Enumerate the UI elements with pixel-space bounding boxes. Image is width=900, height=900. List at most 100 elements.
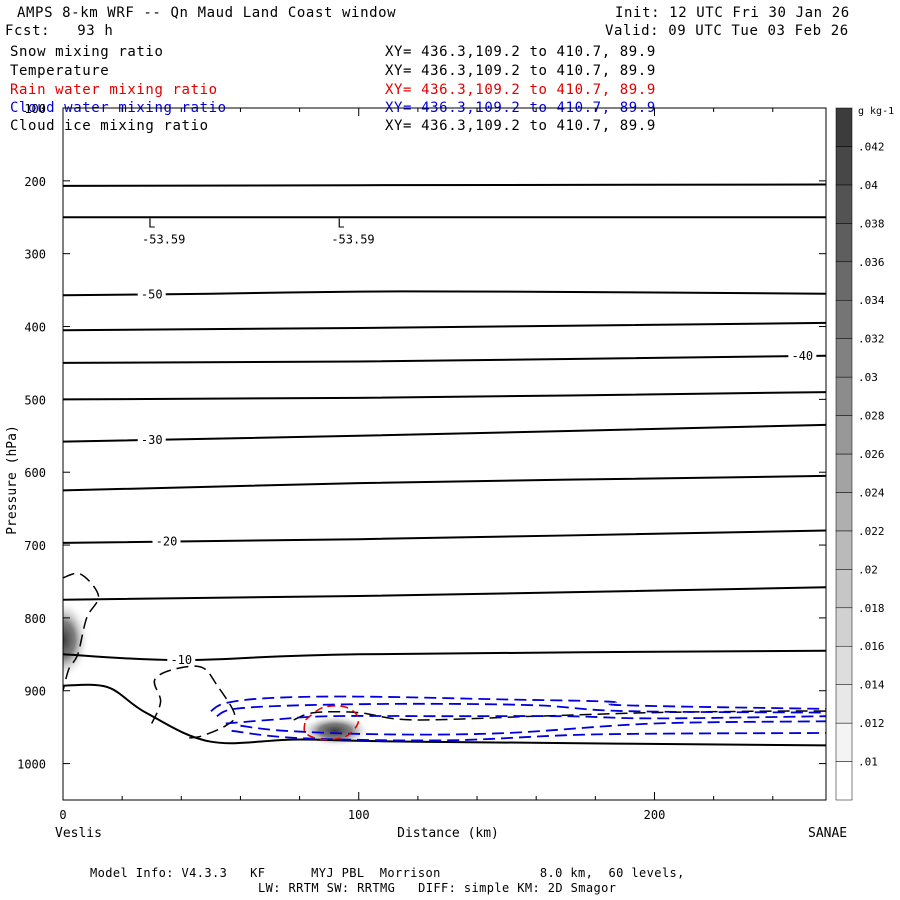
colorbar-swatch-1 [835,722,853,762]
temperature-isotherms: -50 -40 -30 -20 -10 [63,183,826,747]
colorbar-swatch-8 [835,453,853,493]
isotherm-8 [63,529,826,544]
low-marker-0: L [148,216,155,230]
colorbar-tick-7: .024 [858,486,885,499]
cloud-ice-contours [63,572,826,739]
cloud-water-contour-2 [225,715,826,725]
x-left-endpoint-label: Veslis [55,826,102,841]
colorbar-tick-12: .034 [858,294,885,307]
isotherm-label-bg-2 [137,287,166,302]
low-value-1: -53.59 [331,232,374,246]
isotherm-9 [63,586,826,601]
chart-title: AMPS 8-km WRF -- Qn Maud Land Coast wind… [17,5,397,21]
isotherm-0 [63,183,826,187]
x-axis-label: Distance (km) [397,826,499,841]
x-axis: 0 100 200 [59,108,774,822]
colorbar-unit: g kg-1 [858,106,894,117]
forecast-hour: Fcst: 93 h [5,23,114,39]
colorbar-swatch-17 [835,107,853,147]
colorbar-tick-15: .04 [858,179,878,192]
colorbar-swatch-4 [835,607,853,647]
low-value-0: -53.59 [142,232,185,246]
legend-coords-rain: XY= 436.3,109.2 to 410.7, 89.9 [385,82,656,98]
legend-coords-snow: XY= 436.3,109.2 to 410.7, 89.9 [385,44,656,60]
x-tick-label-100: 100 [348,808,370,822]
isotherm-6 [63,423,826,443]
colorbar-swatch-13 [835,261,853,301]
plot-frame [62,107,827,801]
colorbar-tick-3: .016 [858,640,885,653]
x-tick-label-200: 200 [644,808,666,822]
colorbar-tick-11: .032 [858,333,885,346]
y-tick-label-300: 300 [24,248,46,262]
y-tick-label-100: 100 [24,102,46,116]
colorbar-tick-13: .036 [858,256,885,269]
y-tick-label-600: 600 [24,466,46,480]
y-tick-label-800: 800 [24,612,46,626]
colorbar-swatch-11 [835,338,853,378]
cloud-water-contours [210,695,826,742]
colorbar-swatch-9 [835,415,853,455]
colorbar-swatch-6 [835,530,853,570]
legend-label-snow: Snow mixing ratio [10,44,164,60]
cloud-ice-contour-0 [63,572,100,691]
colorbar-tick-5: .02 [858,563,878,576]
colorbar-tick-14: .038 [858,217,885,230]
legend-coords-temperature: XY= 436.3,109.2 to 410.7, 89.9 [385,63,656,79]
colorbar-swatch-12 [835,299,853,339]
isotherm-4 [63,354,826,364]
colorbar-swatch-5 [835,569,853,609]
colorbar-tick-4: .018 [858,602,885,615]
model-info: Model Info: V4.3.3 KF MYJ PBL Morrison 8… [90,866,685,880]
low-markers: L -53.59 L -53.59 [142,216,375,246]
colorbar-swatch-15 [835,184,853,224]
colorbar-swatch-10 [835,376,853,416]
isotherm-label-bg-8 [152,534,181,549]
colorbar-tick-6: .022 [858,525,885,538]
y-tick-label-500: 500 [24,393,46,407]
legend-label-rain: Rain water mixing ratio [10,82,218,98]
y-tick-label-400: 400 [24,321,46,335]
colorbar-tick-16: .042 [858,140,885,153]
isotherm-label-8: -20 [156,535,178,549]
isotherm-3 [63,321,826,332]
colorbar-tick-8: .026 [858,448,885,461]
cloud-water-contour-4 [231,729,826,742]
y-tick-label-200: 200 [24,175,46,189]
cloud-water-contour-3 [240,720,826,736]
colorbar-swatch-14 [835,223,853,263]
colorbar-swatch-2 [835,684,853,724]
legend-coords-cloud-ice: XY= 436.3,109.2 to 410.7, 89.9 [385,118,656,134]
isotherm-label-bg-10 [167,653,196,668]
cloud-water-contour-1 [216,702,826,718]
isotherm-label-bg-4 [788,348,817,363]
isotherm-5 [63,391,826,401]
snow-blob-1 [299,714,371,747]
snow-blob-0 [63,599,90,680]
y-axis-label: Pressure (hPa) [5,425,20,535]
colorbar-swatch-3 [835,645,853,685]
legend-label-cloud-ice: Cloud ice mixing ratio [10,118,209,134]
isotherm-7 [63,474,826,492]
isotherm-11 [63,683,826,747]
snow-mixing-ratio-shading [63,599,371,747]
isotherm-label-2: -50 [141,287,163,301]
x-tick-label-0: 0 [59,808,66,822]
colorbar-tick-10: .03 [858,371,878,384]
colorbar-tick-2: .014 [858,679,885,692]
legend-label-temperature: Temperature [10,63,110,79]
init-time: Init: 12 UTC Fri 30 Jan 26 [615,5,850,21]
colorbar-swatch-7 [835,492,853,532]
y-axis: 100 200 300 400 500 600 700 800 900 1000 [17,102,826,772]
y-tick-label-700: 700 [24,539,46,553]
isotherm-2 [63,290,826,297]
colorbar-tick-0: .01 [858,756,878,769]
low-marker-1: L [337,216,344,230]
isotherm-label-10: -10 [170,653,192,667]
y-tick-label-900: 900 [24,685,46,699]
isotherm-label-4: -40 [791,349,813,363]
colorbar: .01 .012 .014 .016 .018 .02 .022 .024 .026 .028 .0… [835,106,894,801]
model-physics: LW: RRTM SW: RRTMG DIFF: simple KM: 2D S… [258,881,617,895]
isotherm-10 [63,649,826,662]
